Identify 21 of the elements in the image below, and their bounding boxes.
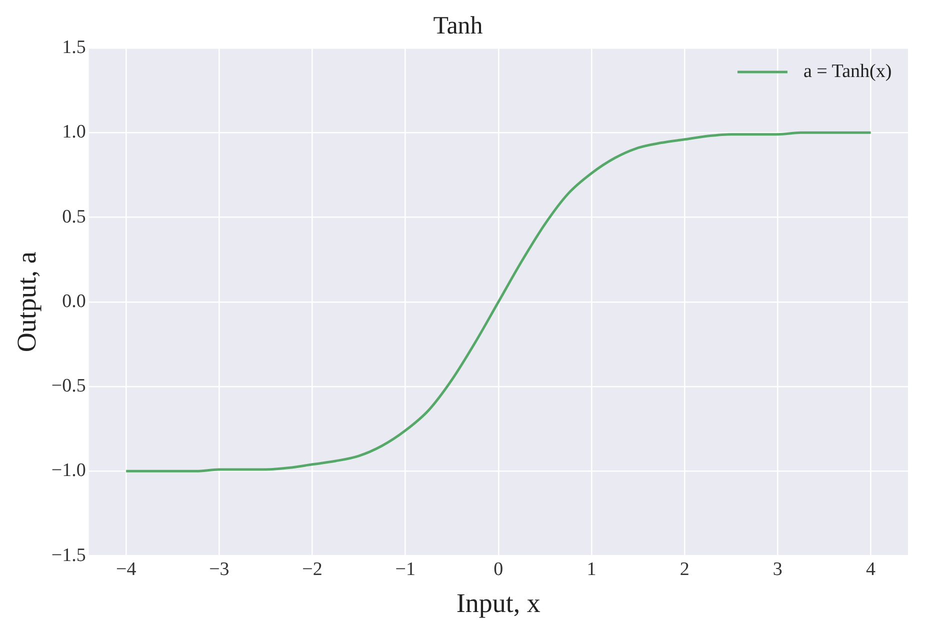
y-tick-label: −1.0 — [51, 460, 86, 482]
x-tick-label: −1 — [395, 559, 416, 580]
x-tick-label: −4 — [116, 559, 137, 580]
x-tick-label: −2 — [302, 559, 322, 580]
y-axis-title: Output, a — [11, 252, 42, 352]
y-tick-label: 0.0 — [62, 290, 86, 312]
line-series — [124, 131, 872, 472]
x-tick-label: 4 — [866, 559, 876, 580]
y-tick-label: 1.0 — [62, 122, 86, 143]
x-tick-label: −3 — [209, 559, 230, 580]
y-tick-label: −0.5 — [51, 376, 86, 397]
x-tick-label: 3 — [772, 559, 782, 580]
x-tick-label: 1 — [586, 559, 596, 580]
x-tick-label: 2 — [680, 559, 690, 580]
x-axis-title: Input, x — [456, 588, 541, 618]
y-tick-label: −1.5 — [51, 544, 86, 566]
x-tick-label: 0 — [494, 559, 504, 580]
y-tick-label: 1.5 — [62, 36, 86, 58]
legend-label: a = Tanh(x) — [803, 60, 892, 82]
y-tick-label: 0.5 — [62, 206, 86, 228]
chart-title: Tanh — [433, 12, 484, 40]
